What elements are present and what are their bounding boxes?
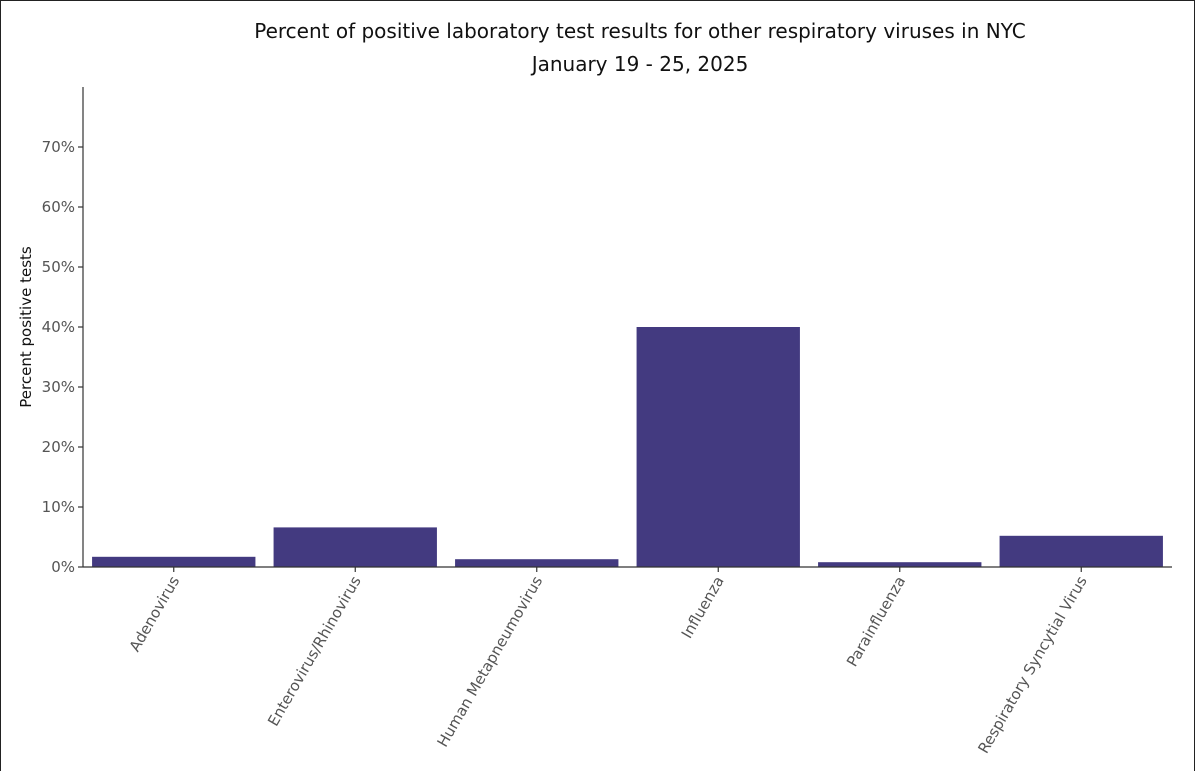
y-tick-label: 50% bbox=[42, 258, 75, 276]
y-tick-label: 10% bbox=[42, 498, 75, 516]
chart-title: Percent of positive laboratory test resu… bbox=[254, 19, 1026, 43]
bars bbox=[92, 327, 1163, 567]
bar-respiratory-syncytial-virus bbox=[999, 535, 1163, 567]
y-tick-label: 20% bbox=[42, 438, 75, 456]
x-tick-label: Human Metapneumovirus bbox=[434, 573, 547, 750]
x-tick-label: Parainfluenza bbox=[843, 573, 909, 670]
bar-parainfluenza bbox=[818, 562, 982, 567]
bar-adenovirus bbox=[92, 556, 256, 567]
x-tick-label: Influenza bbox=[678, 573, 728, 641]
y-axis-label: Percent positive tests bbox=[17, 246, 35, 408]
x-axis: Adenovirus Enterovirus/Rhinovirus Human Me… bbox=[83, 566, 1172, 757]
y-tick-label: 60% bbox=[42, 198, 75, 216]
bar-influenza bbox=[636, 327, 800, 567]
y-tick-label: 40% bbox=[42, 318, 75, 336]
y-tick-label: 70% bbox=[42, 138, 75, 156]
x-tick-label: Respiratory Syncytial Virus bbox=[974, 573, 1090, 757]
y-tick-label: 30% bbox=[42, 378, 75, 396]
bar-human-metapneumovirus bbox=[455, 559, 619, 567]
bar-enterovirus-rhinovirus bbox=[273, 527, 437, 567]
x-tick-label: Adenovirus bbox=[126, 573, 184, 655]
chart-subtitle: January 19 - 25, 2025 bbox=[530, 52, 749, 76]
y-tick-label: 0% bbox=[51, 558, 75, 576]
x-tick-label: Enterovirus/Rhinovirus bbox=[264, 573, 365, 729]
y-axis: 0% 10% 20% 30% 40% 50% 60% 70% bbox=[42, 87, 84, 576]
